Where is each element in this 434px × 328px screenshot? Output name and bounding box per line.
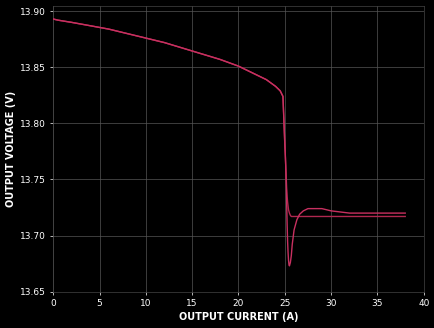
Y-axis label: OUTPUT VOLTAGE (V): OUTPUT VOLTAGE (V) — [6, 91, 16, 207]
X-axis label: OUTPUT CURRENT (A): OUTPUT CURRENT (A) — [178, 313, 298, 322]
